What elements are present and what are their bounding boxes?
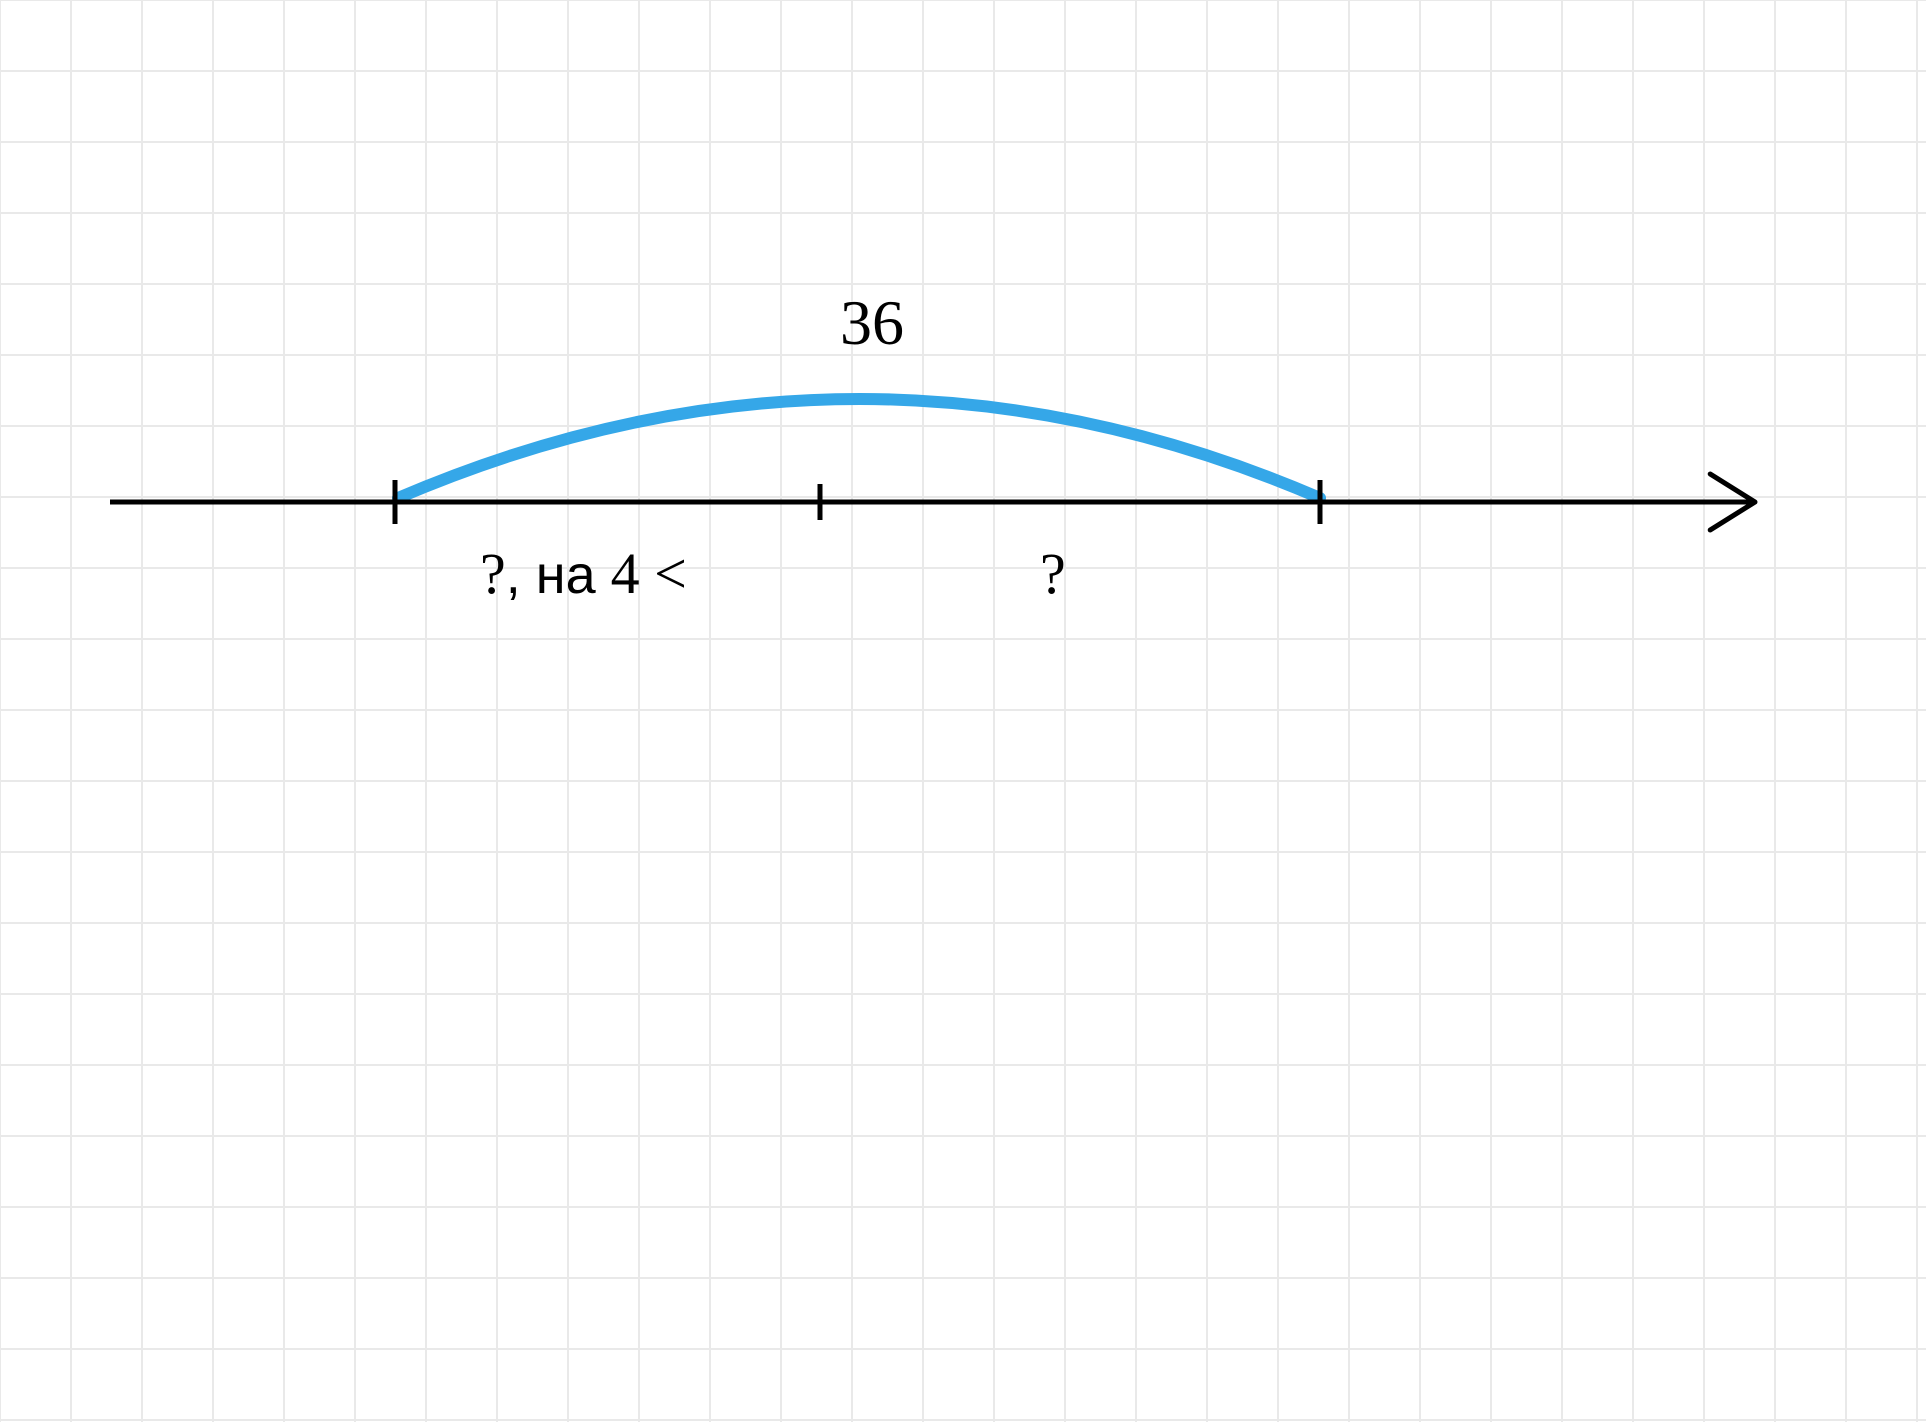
right-segment-label: ? <box>1040 540 1066 607</box>
arc-value-label: 36 <box>840 286 904 360</box>
arc <box>398 399 1320 498</box>
diagram-canvas: 36 ?, на 4 < ? <box>0 0 1926 1422</box>
number-line-diagram <box>0 0 1926 1422</box>
left-segment-label: ?, на 4 < <box>480 540 687 607</box>
